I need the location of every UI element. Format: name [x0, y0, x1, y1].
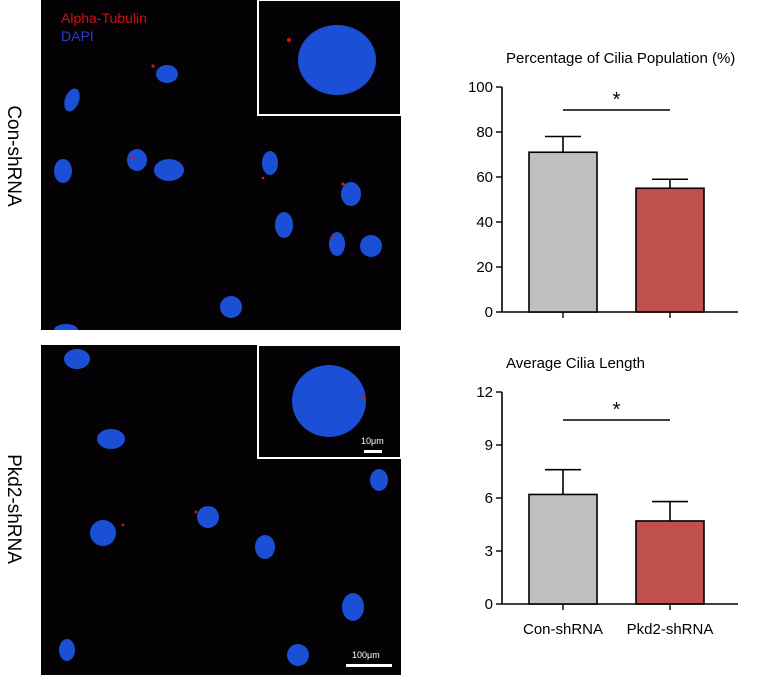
- nucleus: [342, 593, 364, 621]
- y-tick-label: 0: [485, 596, 493, 613]
- nucleus: [127, 149, 147, 171]
- row-label-knockdown: Pkd2-shRNA: [3, 454, 24, 564]
- nucleus: [220, 296, 242, 318]
- legend-alpha-tubulin: Alpha-Tubulin: [61, 10, 147, 26]
- micrograph-knockdown: 10μm 100μm: [41, 345, 401, 675]
- nucleus: [262, 151, 278, 175]
- y-tick-label: 9: [485, 437, 493, 454]
- y-tick-label: 80: [476, 124, 493, 141]
- nucleus: [287, 644, 309, 666]
- main-scale-bar: [346, 664, 392, 667]
- nucleus: [360, 235, 382, 257]
- bar-Pkd2-shRNA: [635, 520, 705, 605]
- nucleus: [255, 535, 275, 559]
- nucleus: [370, 469, 388, 491]
- chart-cilia-population: Percentage of Cilia Population (%) 0 20 40…: [420, 40, 782, 330]
- cilium-dot: [121, 523, 125, 527]
- nucleus: [59, 639, 75, 661]
- nucleus: [97, 429, 125, 449]
- y-tick-label: 12: [476, 384, 493, 401]
- row-label-control: Con-shRNA: [3, 105, 24, 207]
- inset-scale-bar-label: 10μm: [361, 436, 384, 446]
- chart-cilia-length-plot: 0 3 6 9 12 Con-shRNA Pkd2-shRNA *: [476, 384, 738, 638]
- y-tick-label: 60: [476, 169, 493, 186]
- nucleus: [64, 349, 90, 369]
- significance-marker: *: [613, 89, 621, 111]
- main-scale-bar-label: 100μm: [352, 650, 380, 660]
- nucleus: [54, 159, 72, 183]
- nucleus: [64, 88, 80, 112]
- cilium-dot-zoom: [361, 395, 365, 399]
- bar-Con-shRNA: [528, 151, 598, 313]
- cilium-dot-zoom: [287, 38, 291, 42]
- chart-cilia-population-plot: 0 20 40 60 80 100 *: [468, 79, 738, 321]
- bar-Pkd2-shRNA: [635, 187, 705, 313]
- micrograph-knockdown-image: 10μm 100μm: [59, 345, 401, 667]
- nucleus: [90, 520, 116, 546]
- cilium-dot: [194, 510, 198, 514]
- nucleus: [329, 232, 345, 256]
- y-tick-label: 3: [485, 543, 493, 560]
- significance-marker: *: [613, 399, 621, 421]
- nucleus: [54, 324, 78, 330]
- y-tick-label: 20: [476, 259, 493, 276]
- chart-title: Average Cilia Length: [506, 355, 645, 372]
- nucleus: [154, 159, 184, 181]
- cilium-dot: [130, 156, 134, 160]
- nucleus: [341, 182, 361, 206]
- legend-dapi: DAPI: [61, 28, 94, 44]
- micrograph-control: Alpha-Tubulin DAPI: [41, 0, 401, 330]
- bar-Con-shRNA: [528, 493, 598, 605]
- cilium-dot: [261, 176, 265, 180]
- cilium-dot: [151, 64, 155, 68]
- micrograph-control-image: [54, 0, 401, 330]
- y-tick-label: 40: [476, 214, 493, 231]
- inset-scale-bar: [364, 450, 382, 453]
- chart-cilia-length: Average Cilia Length 0 3 6 9 12 Con-shRNA Pkd2…: [420, 345, 782, 675]
- cilium-dot: [341, 182, 345, 186]
- nucleus: [275, 212, 293, 238]
- chart-title: Percentage of Cilia Population (%): [506, 50, 736, 67]
- cilium-dot: [330, 236, 334, 240]
- nucleus: [197, 506, 219, 528]
- x-tick-label: Con-shRNA: [523, 621, 603, 638]
- nucleus: [156, 65, 178, 83]
- y-tick-label: 6: [485, 490, 493, 507]
- nucleus-zoom: [298, 25, 376, 95]
- x-tick-label: Pkd2-shRNA: [627, 621, 714, 638]
- y-tick-label: 0: [485, 304, 493, 321]
- nucleus-zoom: [292, 365, 366, 437]
- y-tick-label: 100: [468, 79, 493, 96]
